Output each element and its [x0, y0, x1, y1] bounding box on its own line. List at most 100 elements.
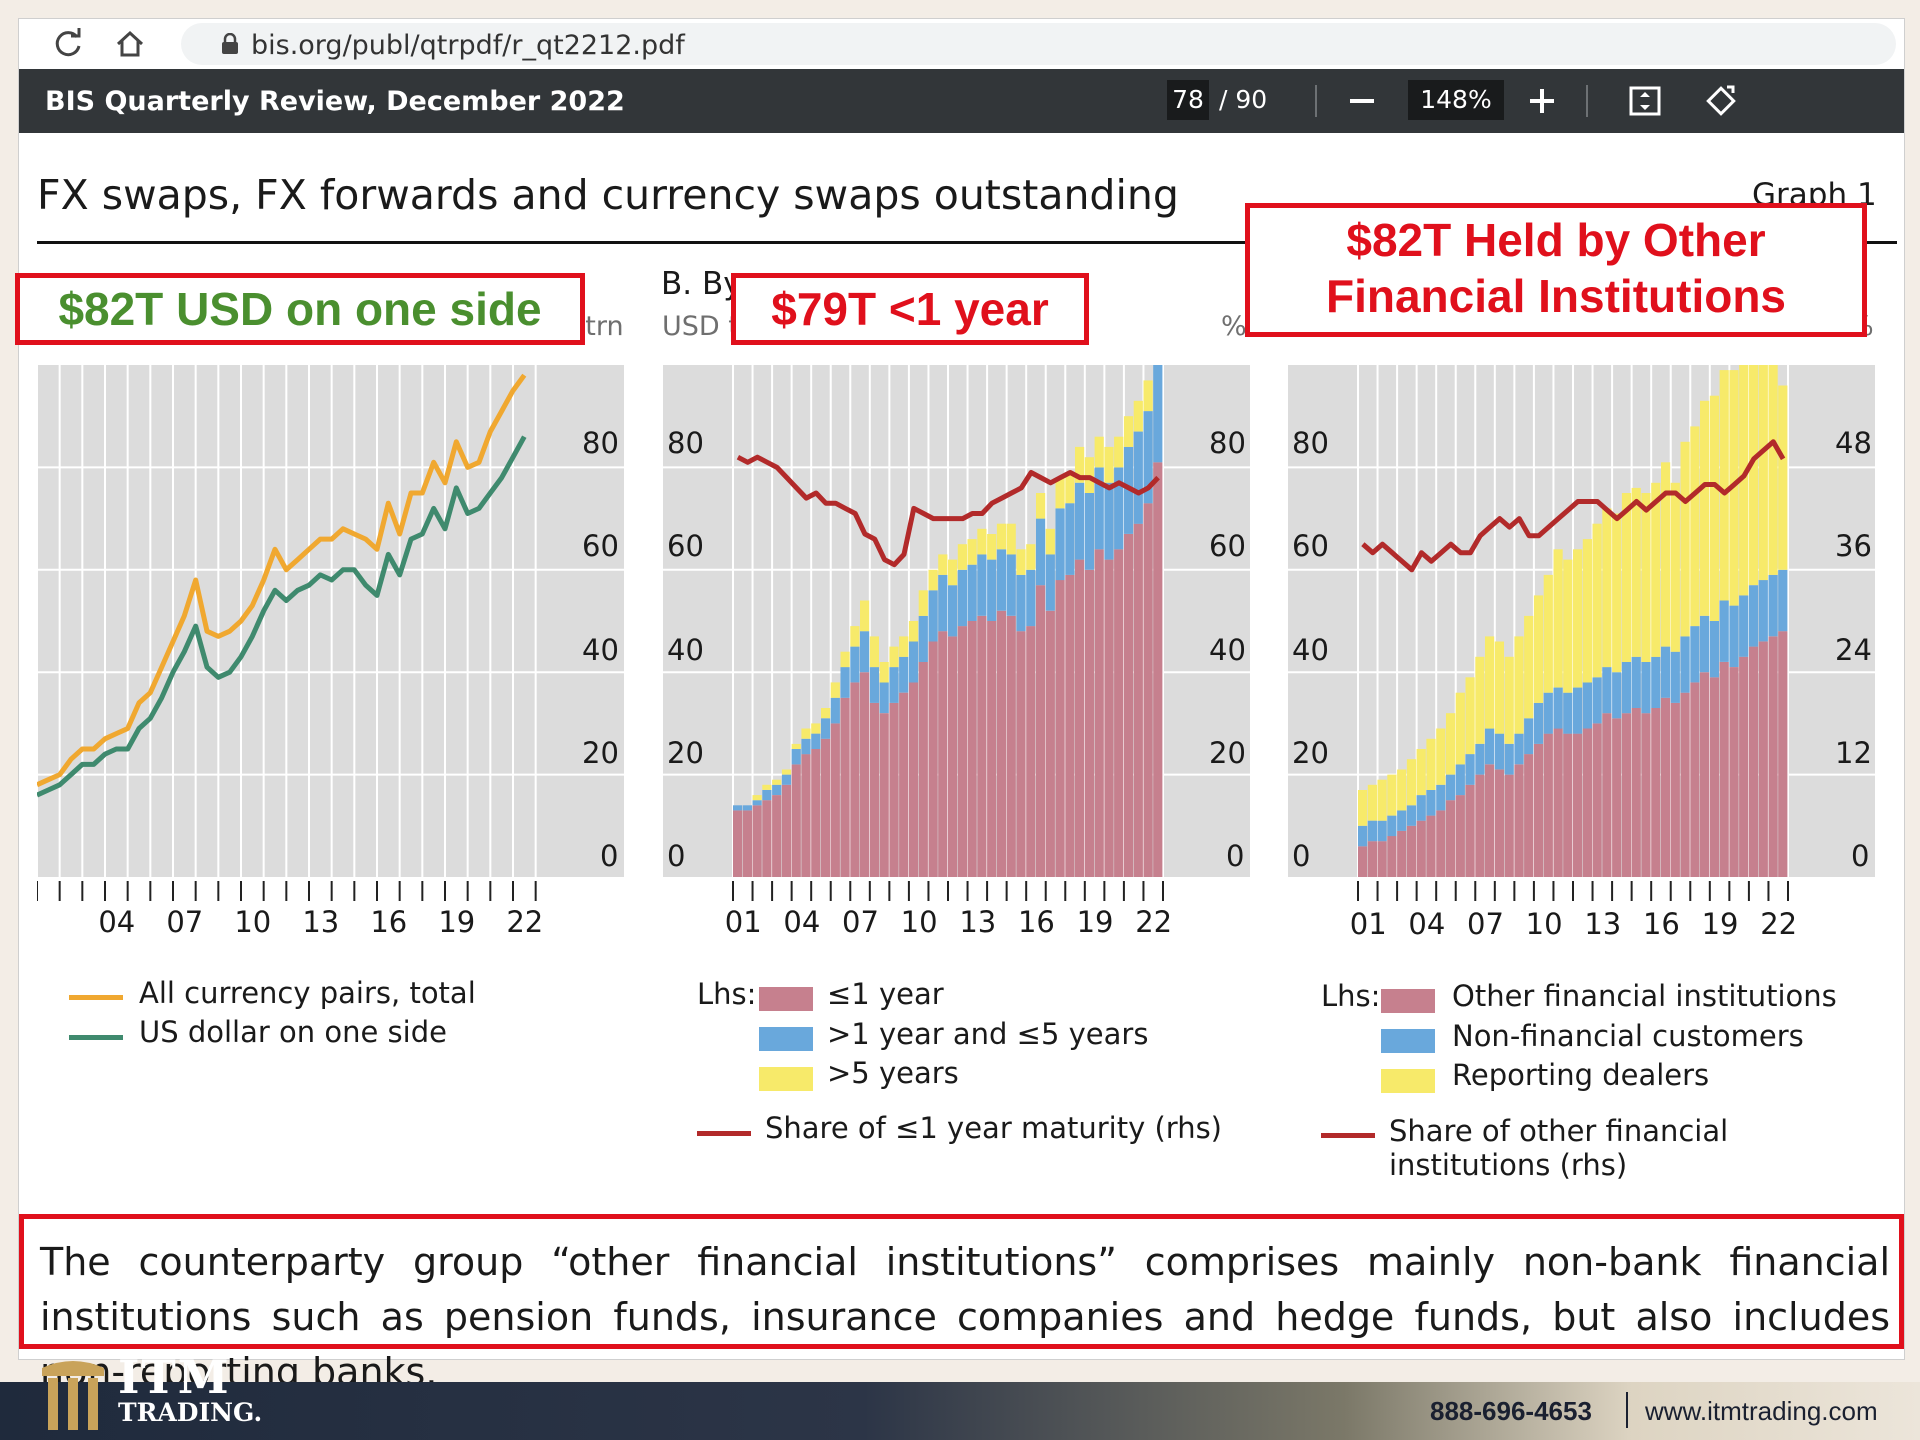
bar-nfc	[1377, 820, 1387, 842]
bar-gt1-le5y	[1036, 518, 1046, 586]
x-tick-label: 19	[1701, 907, 1739, 941]
bar-le1y	[938, 631, 948, 877]
panel-c-x-tickmarks	[1357, 881, 1789, 901]
minus-icon[interactable]	[1344, 83, 1380, 119]
bar-nfc	[1700, 615, 1710, 673]
plus-icon[interactable]	[1524, 83, 1560, 119]
bar-le1y	[1094, 549, 1104, 877]
bar-dealers	[1465, 677, 1475, 755]
bar-gt1-le5y	[957, 569, 967, 627]
panel-b-ytick: 60	[667, 529, 704, 563]
url-text: bis.org/publ/qtrpdf/r_qt2212.pdf	[251, 30, 685, 61]
bar-dealers	[1367, 784, 1377, 821]
bar-nfc	[1651, 656, 1661, 708]
panel-b-subtitle: B. By	[661, 266, 742, 302]
bar-nfc	[1397, 810, 1407, 831]
bar-dealers	[1563, 559, 1573, 693]
callout-held-by-ofi: $82T Held by Other Financial Institution…	[1245, 203, 1867, 337]
bar-gt5y	[1055, 477, 1065, 509]
browser-window: bis.org/publ/qtrpdf/r_qt2212.pdf BIS Qua…	[15, 18, 1905, 1394]
bar-le1y	[1123, 534, 1134, 877]
callout-under-one-year: $79T <1 year	[731, 273, 1089, 345]
legend-nfc: Non-financial customers	[1452, 1019, 1804, 1053]
bar-gt5y	[1006, 523, 1016, 555]
bar-gt1-le5y	[918, 615, 928, 662]
bar-gt1-le5y	[791, 749, 801, 765]
bar-nfc	[1455, 764, 1465, 796]
bar-ofi	[1543, 733, 1553, 877]
bar-le1y	[801, 754, 811, 877]
bar-le1y	[733, 810, 743, 877]
bar-dealers	[1690, 426, 1700, 627]
legend-usd-side: US dollar on one side	[139, 1015, 447, 1049]
bar-nfc	[1553, 687, 1563, 729]
bar-ofi	[1533, 743, 1544, 877]
legend-swatch-usd-side	[69, 1035, 123, 1040]
bar-gt5y	[762, 784, 772, 790]
bar-dealers	[1514, 636, 1524, 734]
bar-ofi	[1426, 815, 1436, 877]
bar-nfc	[1690, 626, 1700, 683]
bar-gt1-le5y	[1153, 365, 1163, 463]
rotate-icon[interactable]	[1703, 83, 1739, 119]
panel-a-ytick: 40	[582, 633, 619, 667]
bar-nfc	[1475, 743, 1485, 775]
x-tick-label: 10	[900, 905, 938, 939]
bar-gt5y	[1123, 416, 1134, 447]
bar-ofi	[1621, 713, 1632, 877]
address-bar: bis.org/publ/qtrpdf/r_qt2212.pdf	[19, 19, 1904, 69]
bar-gt5y	[1036, 493, 1046, 519]
x-tick-label: 22	[1760, 907, 1798, 941]
panel-c-rhs-ytick: 24	[1835, 633, 1872, 667]
bar-gt1-le5y	[1065, 503, 1075, 575]
bar-dealers	[1504, 656, 1514, 744]
bar-nfc	[1621, 662, 1632, 714]
x-tick-label: 16	[370, 905, 408, 939]
bar-ofi	[1504, 774, 1514, 877]
bar-ofi	[1612, 718, 1622, 877]
bar-ofi	[1397, 830, 1407, 877]
page-number-input[interactable]: 78	[1167, 80, 1209, 120]
home-icon[interactable]	[113, 27, 147, 61]
bar-le1y	[1114, 549, 1124, 877]
pdf-page: FX swaps, FX forwards and currency swaps…	[15, 133, 1904, 1394]
panel-b-ytick: 40	[667, 633, 704, 667]
bar-gt1-le5y	[752, 800, 762, 806]
panel-a-ytick: 80	[582, 426, 619, 460]
fit-page-icon[interactable]	[1627, 83, 1663, 119]
bar-le1y	[918, 662, 928, 877]
series-line-usd-side	[37, 435, 527, 798]
bar-nfc	[1768, 574, 1778, 637]
bar-nfc	[1406, 805, 1417, 826]
bar-dealers	[1358, 790, 1368, 826]
bar-nfc	[1748, 585, 1759, 647]
bar-nfc	[1573, 687, 1583, 734]
bar-gt5y	[1026, 544, 1036, 570]
bar-dealers	[1573, 549, 1583, 688]
x-tick-label: 07	[166, 905, 204, 939]
url-field[interactable]: bis.org/publ/qtrpdf/r_qt2212.pdf	[181, 23, 1896, 65]
bar-nfc	[1582, 682, 1592, 729]
bar-gt5y	[1065, 472, 1075, 504]
panel-c-rhs-ytick: 0	[1851, 839, 1870, 873]
bar-nfc	[1719, 600, 1729, 662]
bar-ofi	[1680, 692, 1690, 877]
bar-le1y	[869, 702, 879, 877]
logo-text-bottom: TRADING.	[118, 1398, 263, 1427]
bar-gt5y	[1104, 446, 1114, 483]
bar-gt1-le5y	[733, 805, 743, 811]
bar-nfc	[1602, 667, 1612, 714]
bar-le1y	[1133, 523, 1143, 877]
reload-icon[interactable]	[51, 27, 85, 61]
bar-dealers	[1553, 549, 1563, 688]
bar-dealers	[1661, 462, 1671, 647]
bar-le1y	[1006, 615, 1016, 877]
bar-dealers	[1739, 365, 1749, 596]
panel-a-ytick: 0	[600, 839, 619, 873]
bar-ofi	[1377, 841, 1387, 877]
zoom-level-input[interactable]: 148%	[1408, 80, 1504, 120]
pdf-toolbar: BIS Quarterly Review, December 2022 78 /…	[19, 69, 1904, 133]
legend-swatch-all-pairs	[69, 995, 123, 1000]
bar-dealers	[1485, 636, 1495, 729]
footer-divider	[1626, 1392, 1628, 1428]
